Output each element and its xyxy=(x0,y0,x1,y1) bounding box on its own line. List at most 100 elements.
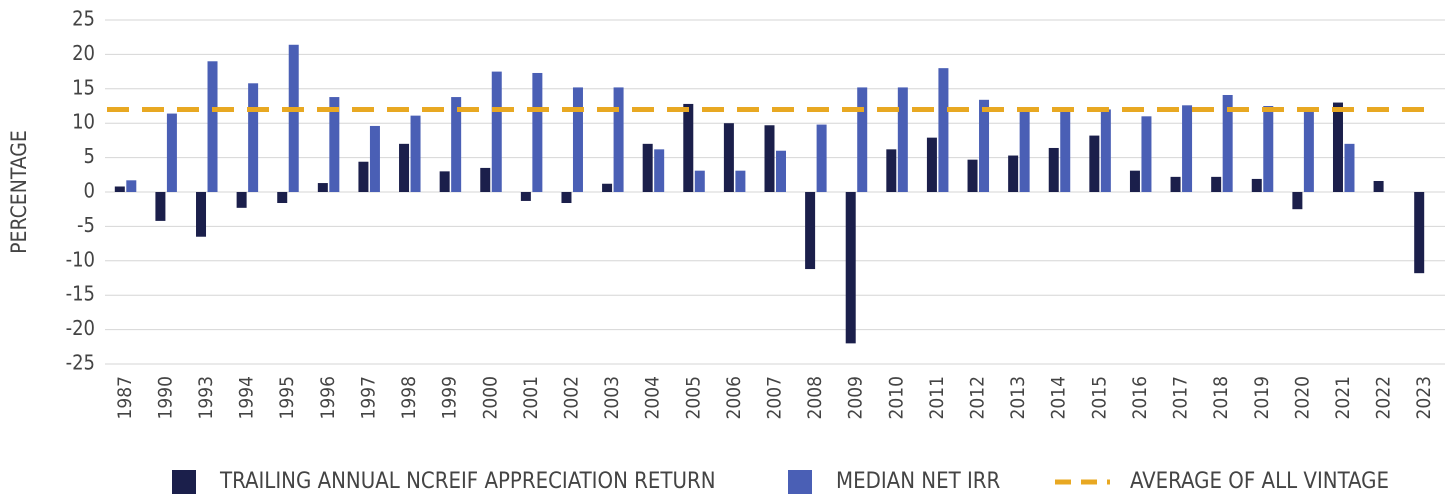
bar xyxy=(1048,147,1059,192)
bar xyxy=(114,186,125,192)
y-tick-label: 15 xyxy=(72,75,95,99)
bar xyxy=(439,171,450,192)
x-tick-label: 1993 xyxy=(195,376,217,420)
x-tick-label: 2013 xyxy=(1007,376,1029,420)
legend-label: AVERAGE OF ALL VINTAGE xyxy=(1130,469,1389,494)
bar xyxy=(572,87,583,192)
bar xyxy=(520,192,531,201)
x-tick-label: 2004 xyxy=(642,376,664,420)
bar xyxy=(1303,111,1314,192)
y-tick-label: 20 xyxy=(72,41,95,65)
bar xyxy=(735,170,746,192)
bar xyxy=(126,180,137,192)
bar xyxy=(410,115,421,192)
bar xyxy=(897,87,908,192)
bar xyxy=(532,72,543,192)
bar xyxy=(1292,192,1303,210)
y-tick-label: 0 xyxy=(84,179,95,203)
bar xyxy=(369,125,380,192)
bar xyxy=(654,149,665,192)
x-tick-label: 2008 xyxy=(804,376,826,420)
bar xyxy=(207,61,218,192)
bar xyxy=(1008,155,1019,192)
x-tick-label: 2001 xyxy=(520,376,542,420)
legend-label: TRAILING ANNUAL NCREIF APPRECIATION RETU… xyxy=(219,469,716,494)
bar xyxy=(845,192,856,344)
x-tick-label: 1997 xyxy=(357,376,379,420)
bar xyxy=(317,183,328,192)
bar xyxy=(1170,176,1181,192)
bar xyxy=(155,192,166,221)
bar xyxy=(1211,176,1222,192)
bar xyxy=(288,44,299,192)
bar xyxy=(491,71,502,192)
x-tick-label: 2017 xyxy=(1170,376,1192,420)
bar xyxy=(805,192,816,270)
bar xyxy=(1222,94,1233,192)
bar xyxy=(683,103,694,192)
x-tick-label: 2005 xyxy=(682,376,704,420)
bar xyxy=(857,87,868,192)
bar xyxy=(816,124,827,192)
bar xyxy=(329,97,340,192)
bar xyxy=(561,192,572,204)
x-tick-label: 2002 xyxy=(560,376,582,420)
x-tick-label: 2010 xyxy=(885,376,907,420)
bar xyxy=(1251,178,1262,192)
bar xyxy=(277,192,288,204)
bar xyxy=(1129,170,1140,192)
bar xyxy=(886,149,897,192)
bar xyxy=(480,167,491,192)
x-tick-label: 1990 xyxy=(154,376,176,420)
bar xyxy=(1414,192,1425,274)
y-tick-label: 10 xyxy=(72,110,95,134)
bar xyxy=(764,125,775,192)
bar xyxy=(776,150,786,192)
bar xyxy=(967,159,978,192)
x-tick-label: 1996 xyxy=(317,376,339,420)
x-tick-label: 2009 xyxy=(845,376,867,420)
bar xyxy=(694,170,705,192)
x-tick-label: 2006 xyxy=(723,376,745,420)
legend-label: MEDIAN NET IRR xyxy=(836,469,1001,494)
bar xyxy=(236,192,247,208)
y-tick-label: 25 xyxy=(72,7,95,31)
x-tick-label: 2015 xyxy=(1088,376,1110,420)
bar xyxy=(1182,105,1193,192)
x-tick-label: 2012 xyxy=(967,376,989,420)
bar xyxy=(1344,143,1355,192)
x-tick-label: 1999 xyxy=(439,376,461,420)
bar xyxy=(1060,109,1071,192)
bar xyxy=(926,137,937,192)
bar xyxy=(196,192,207,237)
y-tick-label: -10 xyxy=(66,247,95,271)
y-tick-label: 5 xyxy=(84,144,95,168)
x-tick-label: 1995 xyxy=(276,376,298,420)
x-tick-label: 2011 xyxy=(926,376,948,420)
y-tick-label: -5 xyxy=(77,213,95,237)
y-axis-label: PERCENTAGE xyxy=(7,130,31,254)
legend-swatch xyxy=(172,470,196,494)
x-tick-label: 1998 xyxy=(398,376,420,420)
bar xyxy=(399,143,410,192)
bar xyxy=(1019,109,1030,192)
x-tick-label: 1987 xyxy=(114,376,136,420)
bar xyxy=(1100,109,1111,192)
x-tick-label: 2023 xyxy=(1413,376,1435,420)
bar xyxy=(358,161,369,192)
y-tick-label: -25 xyxy=(66,351,95,375)
x-tick-label: 2016 xyxy=(1129,376,1151,420)
bar xyxy=(602,183,613,192)
x-tick-label: 2020 xyxy=(1291,376,1313,420)
bar xyxy=(1373,180,1384,192)
y-tick-label: -20 xyxy=(66,316,95,340)
bar xyxy=(1263,106,1274,192)
bar xyxy=(1141,116,1152,192)
bar xyxy=(723,123,734,192)
x-tick-label: 2014 xyxy=(1048,376,1070,420)
x-tick-label: 2019 xyxy=(1251,376,1273,420)
x-tick-label: 1994 xyxy=(236,376,258,420)
bar xyxy=(613,87,624,192)
x-tick-label: 2000 xyxy=(479,376,501,420)
